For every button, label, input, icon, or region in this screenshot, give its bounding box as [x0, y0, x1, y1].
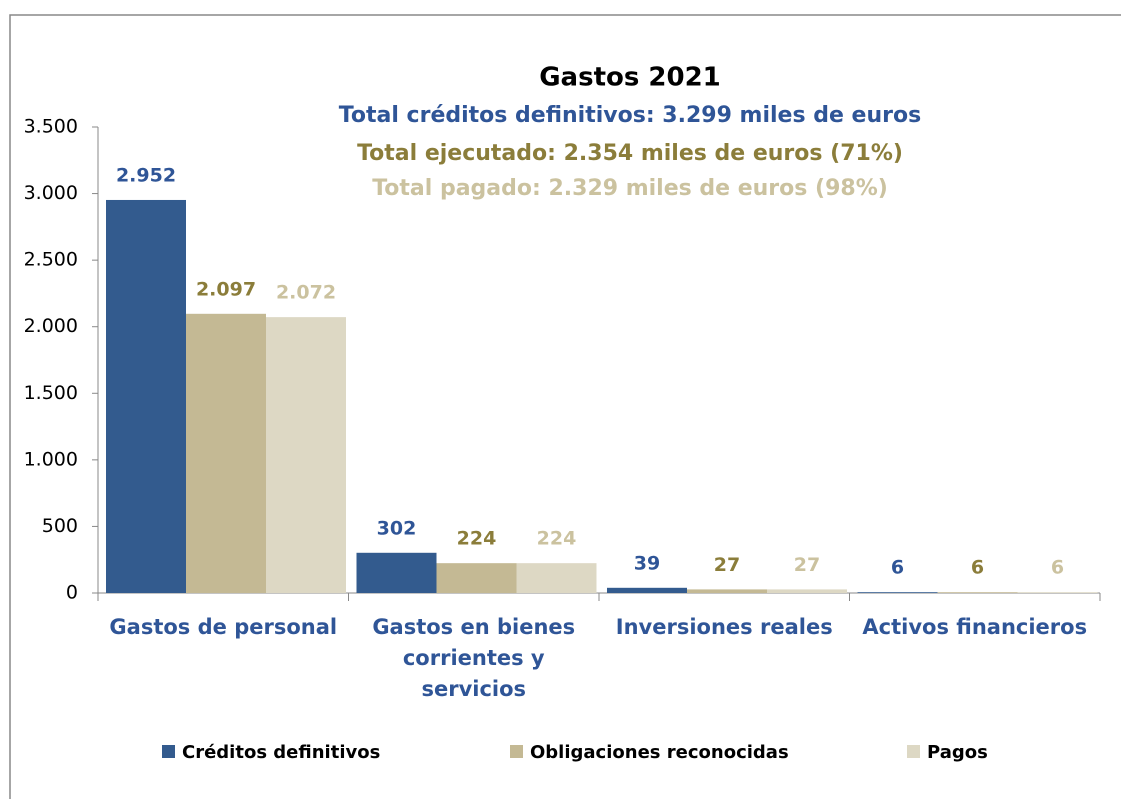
- legend-label: Obligaciones reconocidas: [530, 742, 789, 763]
- bar: [266, 317, 346, 593]
- bar: [356, 552, 437, 593]
- y-tick-label: 2.500: [24, 249, 78, 271]
- value-label: 6: [971, 557, 984, 579]
- bar: [436, 563, 517, 593]
- value-label: 224: [537, 528, 577, 550]
- value-label: 6: [891, 557, 904, 579]
- subtitle: Total ejecutado: 2.354 miles de euros (7…: [357, 141, 903, 166]
- frame: [9, 14, 1121, 799]
- bar: [607, 587, 687, 593]
- legend-label: Pagos: [927, 742, 988, 763]
- bar: [937, 592, 1018, 593]
- x-tick-label: Gastos de personal: [109, 615, 338, 639]
- y-tick-label: 1.000: [24, 448, 78, 470]
- value-label: 39: [634, 552, 660, 574]
- value-label: 2.072: [276, 282, 336, 304]
- bar: [106, 199, 186, 593]
- bar: [186, 313, 266, 593]
- subtitle: Total créditos definitivos: 3.299 miles …: [339, 103, 921, 128]
- y-tick-label: 500: [42, 515, 78, 537]
- y-tick-label: 3.500: [24, 116, 78, 138]
- bar: [767, 589, 847, 593]
- subtitle: Total pagado: 2.329 miles de euros (98%): [372, 176, 888, 201]
- legend-label: Créditos definitivos: [182, 742, 380, 763]
- bar: [687, 589, 767, 593]
- x-tick-label: Gastos en bienes corrientes y servicios: [372, 615, 576, 701]
- bar: [1017, 592, 1098, 593]
- value-label: 27: [714, 554, 740, 576]
- legend-swatch: [510, 745, 523, 758]
- value-label: 2.952: [116, 164, 176, 186]
- bar: [516, 563, 597, 593]
- y-tick-label: 1.500: [24, 382, 78, 404]
- value-label: 302: [377, 517, 417, 539]
- legend-swatch: [162, 745, 175, 758]
- value-label: 224: [457, 528, 497, 550]
- value-label: 6: [1051, 557, 1064, 579]
- y-tick-label: 0: [66, 582, 78, 604]
- x-tick-label: Inversiones reales: [615, 615, 833, 639]
- x-tick-label: Activos financieros: [862, 615, 1088, 639]
- y-tick-label: 2.000: [24, 315, 78, 337]
- value-label: 27: [794, 554, 820, 576]
- bar: [857, 592, 938, 593]
- y-tick-label: 3.000: [24, 182, 78, 204]
- chart-title: Gastos 2021: [539, 63, 721, 93]
- legend-swatch: [907, 745, 920, 758]
- value-label: 2.097: [196, 278, 256, 300]
